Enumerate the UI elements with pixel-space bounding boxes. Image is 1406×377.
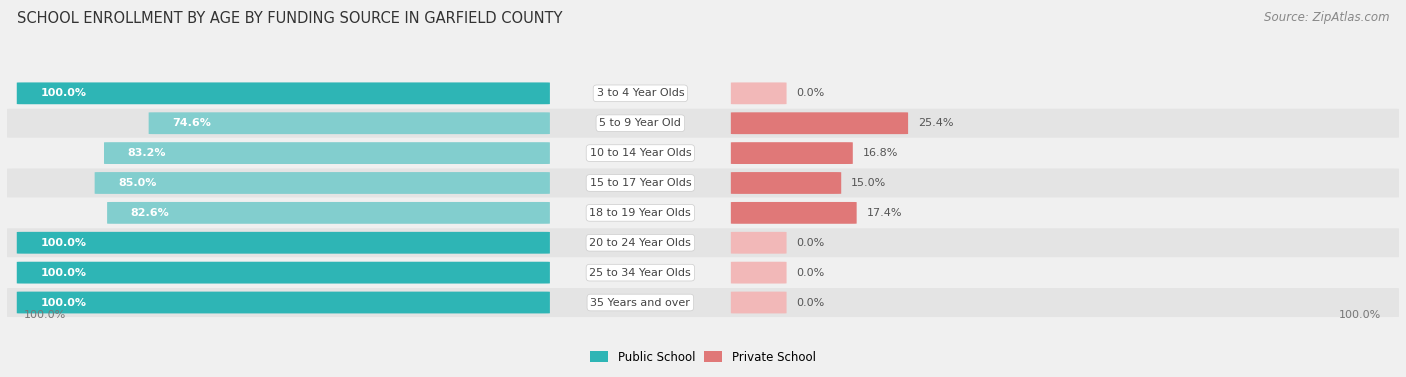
Text: 15.0%: 15.0% — [851, 178, 886, 188]
FancyBboxPatch shape — [731, 142, 853, 164]
FancyBboxPatch shape — [107, 202, 550, 224]
Text: 100.0%: 100.0% — [41, 268, 86, 277]
FancyBboxPatch shape — [7, 79, 1399, 108]
Text: 5 to 9 Year Old: 5 to 9 Year Old — [599, 118, 682, 128]
Text: Source: ZipAtlas.com: Source: ZipAtlas.com — [1264, 11, 1389, 24]
Text: 100.0%: 100.0% — [24, 310, 66, 320]
Text: 74.6%: 74.6% — [173, 118, 211, 128]
FancyBboxPatch shape — [94, 172, 550, 194]
Text: 20 to 24 Year Olds: 20 to 24 Year Olds — [589, 238, 692, 248]
Text: 16.8%: 16.8% — [862, 148, 898, 158]
FancyBboxPatch shape — [731, 172, 841, 194]
FancyBboxPatch shape — [7, 198, 1399, 227]
FancyBboxPatch shape — [17, 262, 550, 284]
Text: 100.0%: 100.0% — [41, 88, 86, 98]
Text: 15 to 17 Year Olds: 15 to 17 Year Olds — [589, 178, 692, 188]
Text: 85.0%: 85.0% — [118, 178, 156, 188]
Text: 18 to 19 Year Olds: 18 to 19 Year Olds — [589, 208, 692, 218]
FancyBboxPatch shape — [731, 202, 856, 224]
Text: 100.0%: 100.0% — [41, 238, 86, 248]
Text: 0.0%: 0.0% — [796, 238, 824, 248]
FancyBboxPatch shape — [7, 228, 1399, 257]
Text: 83.2%: 83.2% — [128, 148, 166, 158]
FancyBboxPatch shape — [731, 232, 786, 254]
FancyBboxPatch shape — [17, 292, 550, 313]
FancyBboxPatch shape — [17, 232, 550, 254]
Text: 0.0%: 0.0% — [796, 268, 824, 277]
Text: 100.0%: 100.0% — [1339, 310, 1381, 320]
FancyBboxPatch shape — [7, 169, 1399, 198]
Legend: Public School, Private School: Public School, Private School — [586, 346, 820, 368]
Text: 25 to 34 Year Olds: 25 to 34 Year Olds — [589, 268, 692, 277]
Text: 3 to 4 Year Olds: 3 to 4 Year Olds — [596, 88, 685, 98]
FancyBboxPatch shape — [7, 139, 1399, 168]
FancyBboxPatch shape — [7, 288, 1399, 317]
Text: 35 Years and over: 35 Years and over — [591, 297, 690, 308]
FancyBboxPatch shape — [731, 112, 908, 134]
Text: 0.0%: 0.0% — [796, 297, 824, 308]
FancyBboxPatch shape — [17, 83, 550, 104]
Text: 82.6%: 82.6% — [131, 208, 170, 218]
Text: 17.4%: 17.4% — [866, 208, 901, 218]
Text: 0.0%: 0.0% — [796, 88, 824, 98]
Text: 10 to 14 Year Olds: 10 to 14 Year Olds — [589, 148, 692, 158]
FancyBboxPatch shape — [731, 83, 786, 104]
Text: 25.4%: 25.4% — [918, 118, 953, 128]
Text: SCHOOL ENROLLMENT BY AGE BY FUNDING SOURCE IN GARFIELD COUNTY: SCHOOL ENROLLMENT BY AGE BY FUNDING SOUR… — [17, 11, 562, 26]
FancyBboxPatch shape — [149, 112, 550, 134]
FancyBboxPatch shape — [7, 258, 1399, 287]
FancyBboxPatch shape — [7, 109, 1399, 138]
Text: 100.0%: 100.0% — [41, 297, 86, 308]
FancyBboxPatch shape — [731, 262, 786, 284]
FancyBboxPatch shape — [104, 142, 550, 164]
FancyBboxPatch shape — [731, 292, 786, 313]
